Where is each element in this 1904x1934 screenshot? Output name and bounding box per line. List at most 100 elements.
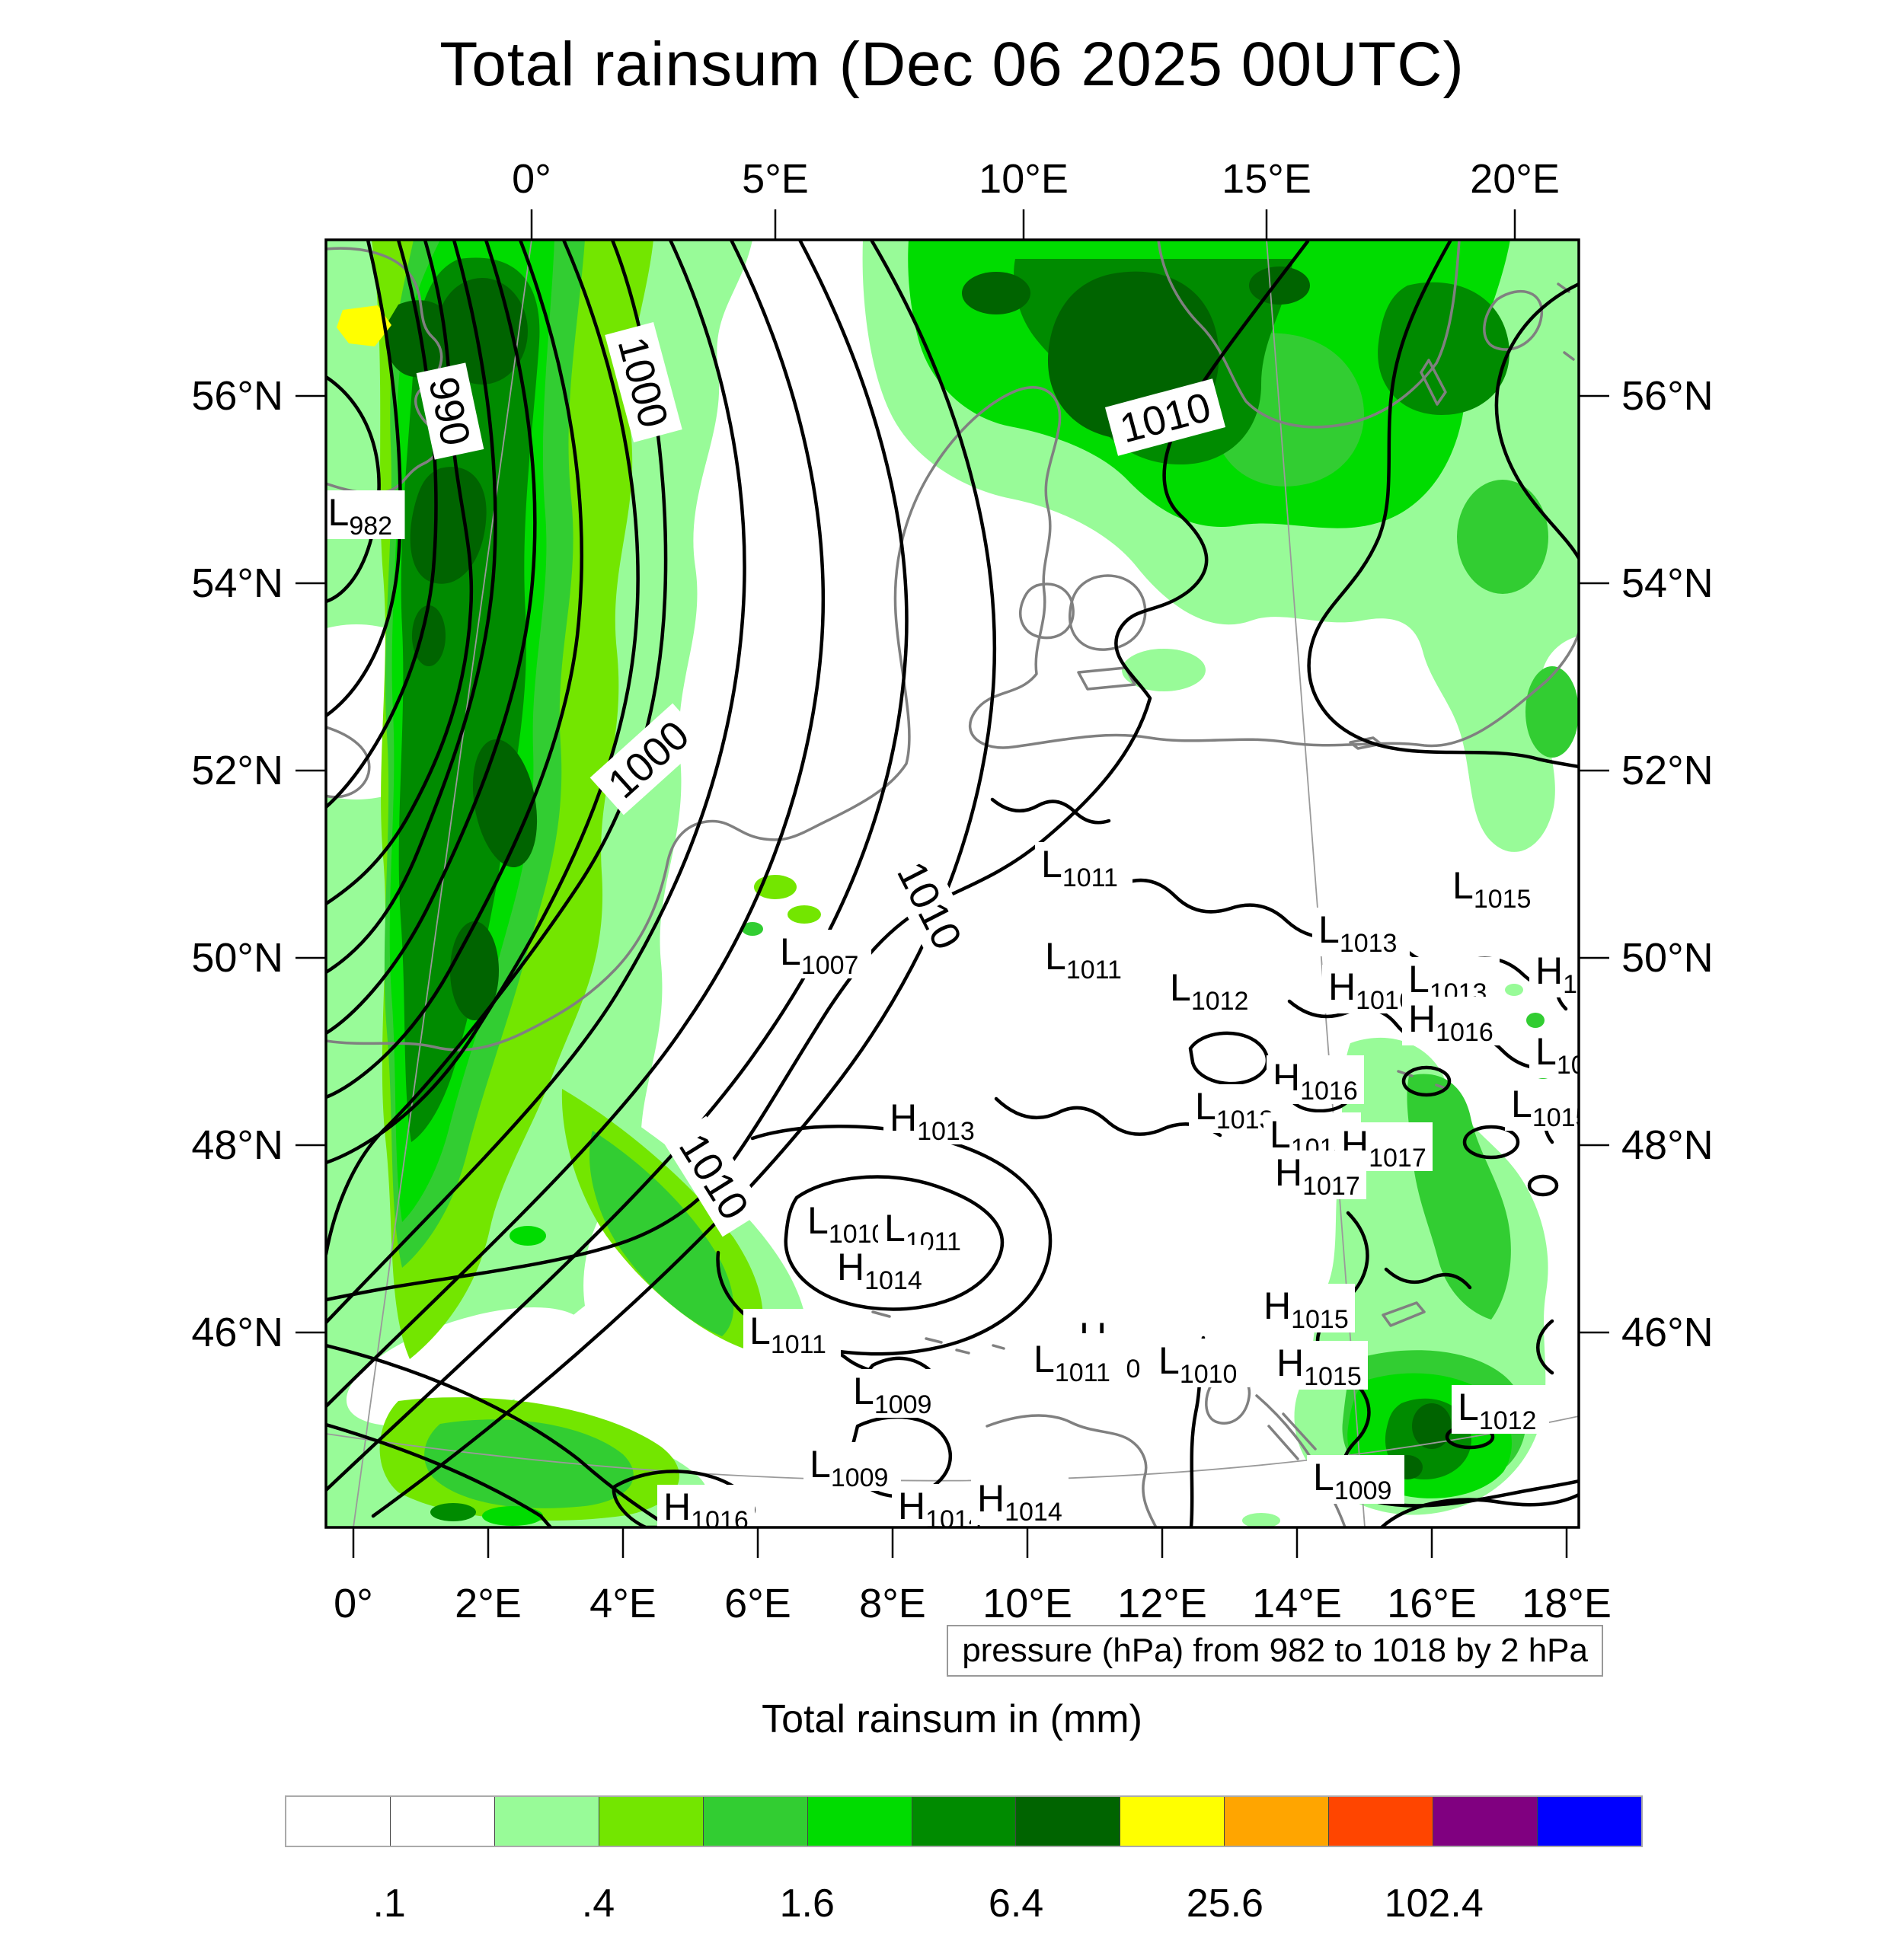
pressure-label-L1015: L1015 (1452, 864, 1531, 914)
axis-label-bottom: 0° (334, 1581, 373, 1626)
pressure-label-box (1505, 1082, 1579, 1131)
axis-label-left: 56°N (191, 373, 283, 419)
pressure-label-box (1257, 1284, 1355, 1332)
axis-label-top: 0° (512, 156, 551, 202)
pressure-label-box (326, 490, 405, 539)
colorbar-tick-label: 6.4 (988, 1881, 1044, 1926)
axis-label-right: 56°N (1621, 373, 1714, 419)
pressure-label-box (1027, 1337, 1125, 1386)
pressure-label-box (1529, 1029, 1579, 1078)
pressure-center-labels: L982 L1011 L1007 L1011 L1012 L1013 L1015 H1016 L… (326, 490, 1592, 1535)
axis-label-top: 10°E (979, 156, 1069, 202)
pressure-label-L1012: L1012 (1170, 966, 1248, 1016)
heavy-rain-yellow-spot (337, 305, 391, 346)
pressure-label-box (831, 1245, 928, 1294)
rain-shading-northeast (862, 240, 1579, 852)
page-title: Total rainsum (Dec 06 2025 00UTC) (439, 30, 1465, 99)
pressure-label-L1013: L1013 (1318, 908, 1397, 958)
axis-label-right: 54°N (1621, 560, 1714, 606)
pressure-label-box (803, 1442, 901, 1491)
pressure-label-H10: H10 (1535, 949, 1592, 999)
colorbar-cell->204.8 (1538, 1797, 1641, 1846)
colorbar-cell-0.4-0.8 (599, 1797, 704, 1846)
pressure-label-H1013: H1013 (890, 1096, 975, 1146)
colorbar-cell-25.6-51.2 (1225, 1797, 1330, 1846)
pressure-label-box (743, 1309, 841, 1358)
axis-label-left: 50°N (191, 935, 283, 981)
pressure-label-L1015: L1015 (1511, 1083, 1589, 1132)
pressure-label-L1012: L1012 (1458, 1386, 1536, 1435)
colorbar-cell-3.2-6.4 (912, 1797, 1017, 1846)
pressure-label-L1009: L1009 (1313, 1456, 1391, 1505)
pressure-caption: pressure (hPa) from 982 to 1018 by 2 hPa (947, 1625, 1603, 1677)
pressure-label-L1011: L1011 (1045, 935, 1122, 985)
colorbar-cell-0.1-0.2 (390, 1797, 495, 1846)
pressure-label-H1014: H1014 (837, 1246, 922, 1295)
contour-label-box (416, 362, 484, 460)
colorbar-cell-51.2-102.4 (1329, 1797, 1434, 1846)
contour-label-1010: 1010 (882, 844, 978, 967)
axis-label-top: 20°E (1470, 156, 1560, 202)
axis-label-bottom: 12°E (1117, 1581, 1207, 1626)
colorbar-cell-12.8-25.6 (1120, 1797, 1225, 1846)
pressure-label-L1011: L1011 (1041, 843, 1118, 892)
pressure-label-L1011: L1011 (749, 1310, 826, 1359)
axis-label-right: 52°N (1621, 748, 1714, 793)
colorbar-cell-0.2-0.4 (494, 1797, 599, 1846)
pressure-label-box (1039, 934, 1136, 983)
pressure-label-H1016: H1016 (663, 1486, 749, 1535)
pressure-label-L1009: L1009 (810, 1443, 888, 1492)
axis-label-right: 48°N (1621, 1122, 1714, 1168)
map-border (324, 238, 1580, 1529)
contour-label-box (882, 844, 978, 967)
pressure-label-box (1446, 863, 1544, 912)
axis-label-bottom: 16°E (1387, 1581, 1477, 1626)
colorbar-cell-<0.1 (286, 1797, 391, 1846)
pressure-label-box (657, 1485, 755, 1527)
axis-label-right: 46°N (1621, 1310, 1714, 1355)
axis-label-left: 54°N (191, 560, 283, 606)
axis-label-bottom: 2°E (455, 1581, 522, 1626)
pressure-label-box (1452, 1385, 1549, 1434)
legend-title: Total rainsum in (mm) (762, 1697, 1142, 1741)
axis-ticks (296, 209, 1609, 1558)
axis-labels: 0° 5°E 10°E 15°E 20°E 0° 2°E 4°E 6°E 8°E 10°E 12°E 1… (191, 156, 1713, 1626)
pressure-label-box (1164, 965, 1261, 1014)
graticule-lines (326, 240, 1579, 1527)
axis-label-left: 46°N (191, 1310, 283, 1355)
colorbar-tick-label: 25.6 (1186, 1881, 1263, 1926)
colorbar-cell-1.6-3.2 (807, 1797, 912, 1846)
pressure-label-L1010: L1010 (1158, 1339, 1237, 1389)
axis-label-left: 48°N (191, 1122, 283, 1168)
colorbar-cell-6.4-12.8 (1016, 1797, 1121, 1846)
pressure-label-L1007: L1007 (780, 930, 858, 980)
pressure-label-L1010: L1010 (807, 1199, 886, 1249)
axis-label-top: 15°E (1222, 156, 1311, 202)
pressure-label-H1016: H1016 (1408, 997, 1493, 1047)
axis-label-bottom: 10°E (982, 1581, 1072, 1626)
colorbar (285, 1795, 1643, 1847)
pressure-label-box (1270, 1341, 1368, 1390)
pressure-label-box (1402, 997, 1500, 1045)
axis-label-bottom: 8°E (859, 1581, 926, 1626)
axis-label-bottom: 6°E (724, 1581, 791, 1626)
pressure-label-H1015: H1015 (1276, 1342, 1362, 1391)
pressure-label-box (847, 1369, 944, 1418)
contour-label-box (605, 321, 682, 443)
pressure-label-L1009: L1009 (853, 1370, 931, 1419)
colorbar-cell-0.8-1.6 (703, 1797, 808, 1846)
pressure-label-box (1269, 1151, 1366, 1199)
pressure-label-L982: L982 (328, 491, 393, 541)
pressure-label-H1015: H1015 (1263, 1285, 1349, 1334)
axis-label-top: 5°E (742, 156, 809, 202)
pressure-label-L10: L10 (1535, 1030, 1586, 1080)
axis-label-bottom: 18°E (1522, 1581, 1612, 1626)
pressure-label-L1011: L1011 (1033, 1338, 1110, 1387)
contour-label-box (589, 703, 707, 815)
pressure-label-H1014: H1014 (977, 1477, 1062, 1527)
pressure-label-H1017: H1017 (1275, 1151, 1360, 1201)
pressure-label-box (971, 1476, 1069, 1525)
colorbar-tick-label: 1.6 (779, 1881, 835, 1926)
